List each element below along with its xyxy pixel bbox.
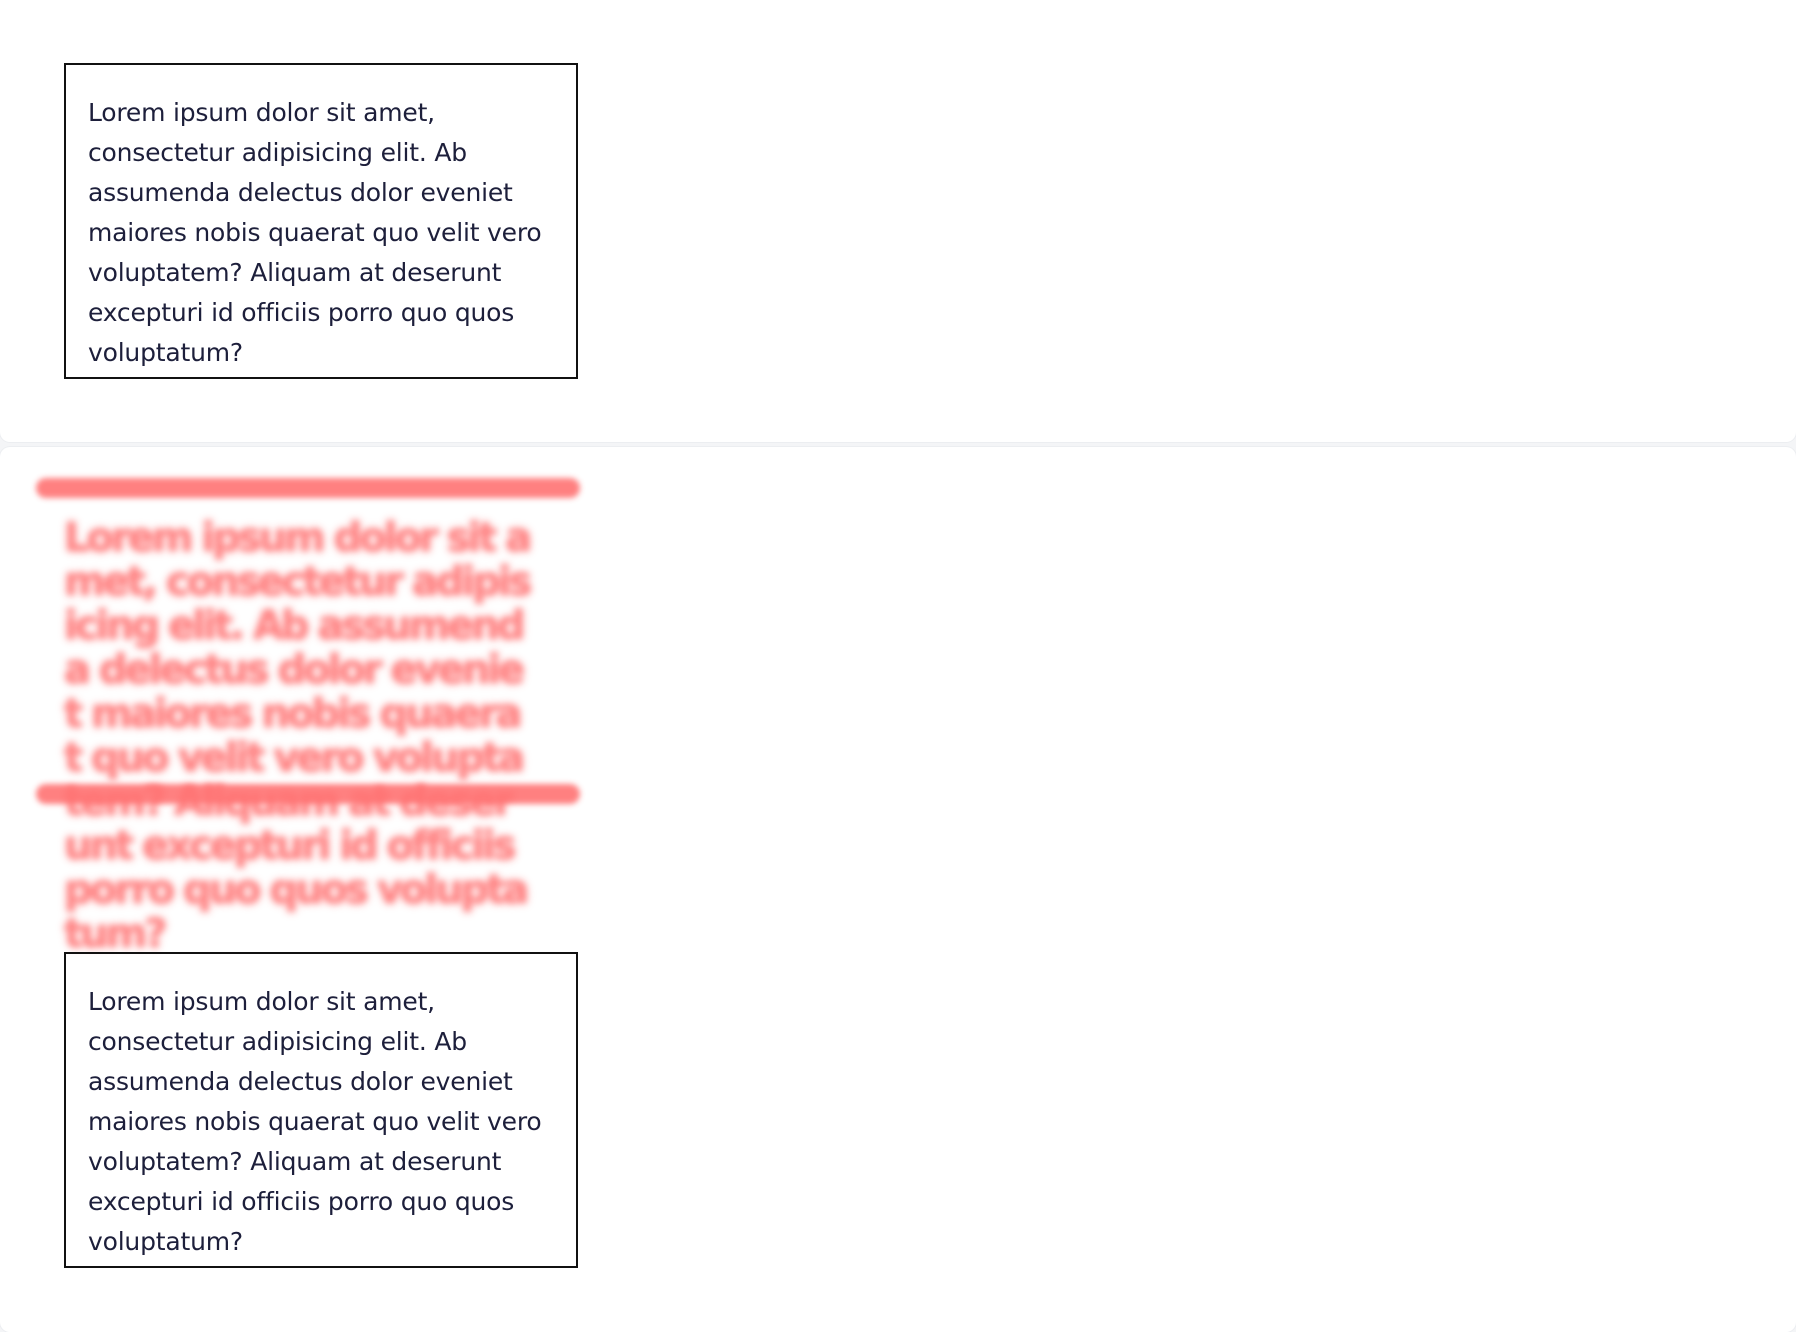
blurred-paragraph-text: Lorem ipsum dolor sit amet, consectetur … [64, 515, 532, 957]
blurred-top-border [36, 478, 580, 498]
bordered-text-box: Lorem ipsum dolor sit amet, consectetur … [64, 952, 578, 1268]
blurred-bottom-border [36, 784, 580, 804]
paragraph-text: Lorem ipsum dolor sit amet, consectetur … [88, 987, 542, 1256]
paragraph-text: Lorem ipsum dolor sit amet, consectetur … [88, 98, 542, 367]
bordered-text-box: Lorem ipsum dolor sit amet, consectetur … [64, 63, 578, 379]
top-card: Lorem ipsum dolor sit amet, consectetur … [0, 0, 1796, 442]
bottom-card: Lorem ipsum dolor sit amet, consectetur … [0, 447, 1796, 1332]
blurred-text-box: Lorem ipsum dolor sit amet, consectetur … [30, 478, 585, 956]
